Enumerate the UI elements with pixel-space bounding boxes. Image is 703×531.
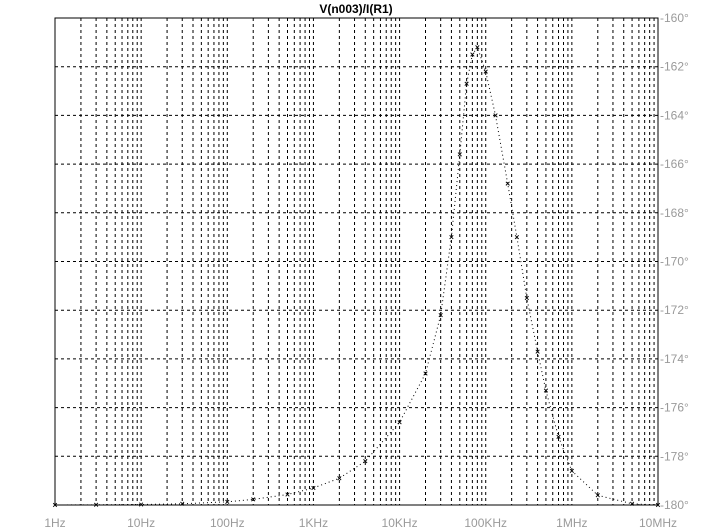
data-point-marker: [251, 497, 256, 502]
data-point-marker: [363, 459, 368, 464]
y-tick-label: -178°: [660, 449, 689, 463]
x-tick-label: 100KHz: [464, 516, 507, 530]
data-point-marker: [655, 502, 661, 508]
chart-title: V(n003)/I(R1): [319, 2, 392, 16]
data-point-marker: [225, 499, 230, 504]
y-tick-label: -162°: [660, 60, 689, 74]
data-point-marker: [524, 295, 529, 301]
x-axis-tick-labels: 1Hz 10Hz 100Hz 1KHz 10KHz 100KHz 1MHz 10MHz: [44, 516, 677, 530]
y-tick-label: -168°: [660, 206, 689, 220]
data-point-marker: [629, 501, 635, 506]
data-point-marker: [285, 492, 290, 497]
data-point-marker: [180, 501, 185, 506]
data-point-marker: [438, 312, 443, 318]
data-point-marker: [470, 52, 475, 57]
x-tick-label: 10KHz: [382, 516, 418, 530]
y-tick-label: -174°: [660, 352, 689, 366]
y-tick-label: -170°: [660, 255, 689, 269]
plot-frame: [54, 17, 659, 506]
y-tick-label: -160°: [660, 11, 689, 25]
y-tick-label: -176°: [660, 401, 689, 415]
data-point-marker: [483, 69, 488, 74]
grid-lines: [55, 18, 658, 505]
y-tick-label: -164°: [660, 108, 689, 122]
x-tick-label: 10MHz: [639, 516, 677, 530]
data-point-marker: [514, 235, 519, 240]
data-point-marker: [493, 113, 498, 118]
y-tick-label: -166°: [660, 157, 689, 171]
data-point-marker: [475, 45, 480, 50]
data-point-marker: [311, 485, 316, 491]
y-tick-label: -180°: [660, 498, 689, 512]
x-tick-label: 1MHz: [556, 516, 587, 530]
data-point-marker: [423, 371, 428, 376]
data-point-marker: [556, 434, 561, 439]
data-point-marker: [52, 502, 58, 508]
series-layer: [52, 45, 661, 508]
x-tick-label: 100Hz: [210, 516, 245, 530]
data-point-marker: [535, 349, 540, 354]
x-tick-label: 10Hz: [127, 516, 155, 530]
data-point-marker: [543, 388, 549, 393]
data-point-marker: [449, 235, 454, 240]
data-point-marker: [569, 468, 574, 474]
data-point-marker: [505, 181, 510, 186]
data-point-marker: [464, 81, 469, 86]
x-tick-label: 1Hz: [44, 516, 65, 530]
data-point-marker: [595, 493, 600, 498]
data-point-marker: [397, 420, 402, 425]
data-point-marker: [457, 152, 462, 157]
y-tick-label: -172°: [660, 303, 689, 317]
x-tick-label: 1KHz: [299, 516, 328, 530]
data-point-marker: [93, 502, 99, 507]
data-point-marker: [337, 476, 342, 481]
data-point-marker: [139, 502, 144, 507]
y-axis-tick-labels: -160° -162° -164° -166° -168° -170° -172° -174°…: [660, 11, 689, 512]
